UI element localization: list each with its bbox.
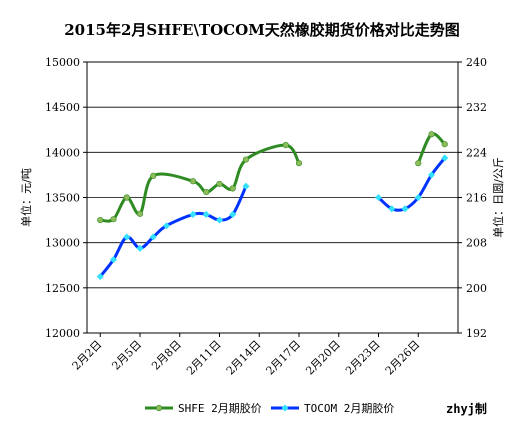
data-point [189, 210, 197, 218]
data-point [203, 188, 210, 196]
legend-label: TOCOM 2月期胶价 [304, 401, 394, 415]
y-tick-label: 15000 [45, 56, 80, 69]
x-tick-label: 2月11日 [184, 338, 224, 378]
y2-tick-label: 216 [466, 192, 487, 205]
data-point [229, 210, 237, 218]
data-point [374, 193, 383, 202]
chart-title: 2015年2月SHFE\TOCOM天然橡胶期货价格对比走势图 [64, 21, 460, 39]
legend: SHFE 2月期胶价 TOCOM 2月期胶价 [145, 401, 394, 415]
series-line [100, 143, 301, 223]
data-point [415, 160, 422, 167]
y-tick-label: 13000 [45, 237, 80, 250]
series-line [416, 132, 446, 164]
y2-axis-label: 单位：日圆/公斤 [491, 157, 505, 238]
data-point [149, 233, 157, 241]
data-point [401, 205, 409, 213]
legend-marker [155, 404, 163, 412]
legend-marker [281, 404, 289, 412]
x-tick-label: 2月8日 [149, 338, 184, 373]
y2-tick-label: 240 [466, 56, 487, 69]
series-layer [96, 131, 449, 281]
y2-tick-label: 208 [466, 237, 487, 250]
series-shfe [97, 131, 448, 224]
data-point [229, 185, 236, 192]
data-point [123, 233, 131, 241]
y-tick-label: 12000 [45, 327, 80, 340]
legend-label: SHFE 2月期胶价 [178, 401, 262, 415]
x-tick-label: 2月26日 [383, 338, 423, 378]
data-point [282, 142, 289, 149]
data-point [110, 216, 117, 223]
data-point [216, 180, 223, 188]
data-point [295, 160, 303, 167]
x-axis: 2月2日 2月5日 2月8日 2月11日 2月14日 2月17日 2月20日 2月23日 2月2… [70, 333, 423, 378]
data-point [441, 141, 448, 148]
data-point [441, 154, 449, 162]
data-point [136, 244, 144, 252]
data-point [388, 205, 396, 213]
data-point [189, 178, 197, 185]
y2-tick-label: 192 [466, 327, 487, 340]
data-point [242, 156, 250, 163]
y-tick-label: 14000 [45, 146, 80, 159]
data-point [123, 194, 130, 201]
y2-tick-label: 232 [466, 101, 487, 114]
series-line [99, 185, 248, 278]
data-point [150, 172, 157, 179]
data-point [427, 171, 436, 179]
y-axis-left: 12000 12500 13000 13500 14000 14500 15000 [45, 56, 87, 340]
data-point [97, 216, 104, 224]
data-point [96, 273, 104, 281]
y-axis-label: 单位：元/吨 [19, 168, 33, 227]
grid [87, 106, 458, 289]
x-tick-label: 2月14日 [224, 338, 264, 378]
data-point [109, 256, 118, 264]
y2-tick-label: 224 [466, 146, 487, 159]
x-tick-label: 2月23日 [343, 338, 383, 378]
series-tocom [96, 154, 449, 281]
y-tick-label: 12500 [45, 282, 80, 295]
data-point [414, 193, 422, 202]
x-tick-label: 2月17日 [264, 338, 304, 378]
x-tick-label: 2月5日 [109, 338, 144, 373]
y-tick-label: 13500 [45, 192, 80, 205]
y2-tick-label: 200 [466, 282, 487, 295]
data-point [215, 216, 224, 224]
data-point [136, 210, 144, 217]
data-point [242, 182, 250, 190]
x-tick-label: 2月2日 [70, 338, 105, 373]
y-tick-label: 14500 [45, 101, 80, 114]
data-point [428, 131, 435, 138]
data-point [202, 210, 210, 218]
data-point [162, 222, 171, 230]
y-axis-right: 192 200 208 216 224 232 240 [458, 56, 487, 340]
series-line [377, 157, 446, 212]
x-tick-label: 2月20日 [303, 338, 343, 378]
credit-text: zhyj制 [446, 401, 487, 416]
